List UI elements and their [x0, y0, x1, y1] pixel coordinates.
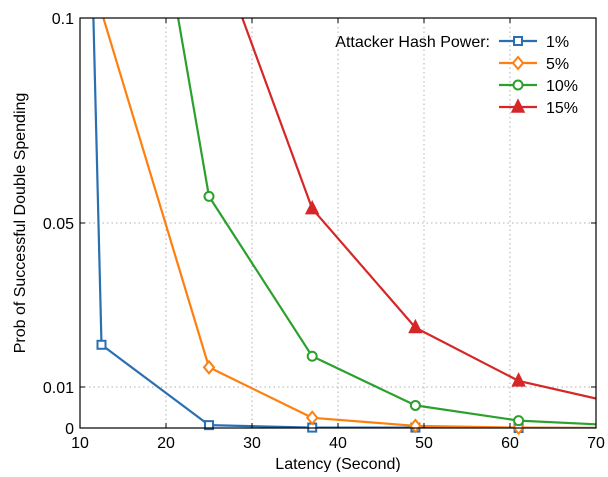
y-axis-label: Prob of Successful Double Spending: [12, 93, 29, 354]
data-point-1pct: [96, 339, 107, 350]
x-tick-label: 10: [71, 435, 89, 452]
x-tick-label: 50: [415, 435, 433, 452]
x-tick-label: 70: [587, 435, 605, 452]
legend-marker-5pct: [511, 55, 525, 71]
ticks: 10 20 30 40 50 60 70 0 0.01 0.05 0.1: [43, 11, 605, 452]
x-tick-label: 40: [329, 435, 347, 452]
x-tick-label: 60: [501, 435, 519, 452]
data-point-15pct: [304, 199, 320, 215]
y-tick-label: 0: [65, 421, 74, 438]
data-point-1pct: [204, 420, 214, 431]
x-axis-label: Latency (Second): [275, 456, 400, 472]
legend-marker-15pct: [510, 98, 526, 113]
data-point-5pct: [409, 418, 422, 434]
legend-marker-10pct: [512, 79, 524, 91]
y-tick-label: 0.1: [52, 11, 74, 28]
data-point-10pct: [203, 190, 215, 202]
data-point-15pct: [511, 372, 526, 387]
x-tick-label: 20: [157, 435, 175, 452]
legend-title: Attacker Hash Power:: [335, 34, 490, 51]
data-point-5pct: [305, 410, 319, 426]
data-point-10pct: [409, 399, 421, 411]
x-tick-label: 30: [243, 435, 261, 452]
y-tick-label: 0.01: [43, 380, 74, 397]
y-tick-label: 0.05: [43, 216, 74, 233]
legend: Attacker Hash Power: 1% 5% 10% 15%: [335, 34, 578, 117]
legend-marker-1pct: [513, 36, 523, 46]
data-point-10pct: [306, 350, 318, 362]
legend-label-15pct: 15%: [546, 100, 578, 117]
data-point-5pct: [202, 359, 216, 375]
legend-label-5pct: 5%: [546, 56, 569, 73]
legend-label-1pct: 1%: [546, 34, 569, 51]
data-point-10pct: [513, 415, 525, 427]
legend-label-10pct: 10%: [546, 78, 578, 95]
data-point-15pct: [408, 318, 423, 334]
series-line-10pct: [177, 18, 596, 426]
